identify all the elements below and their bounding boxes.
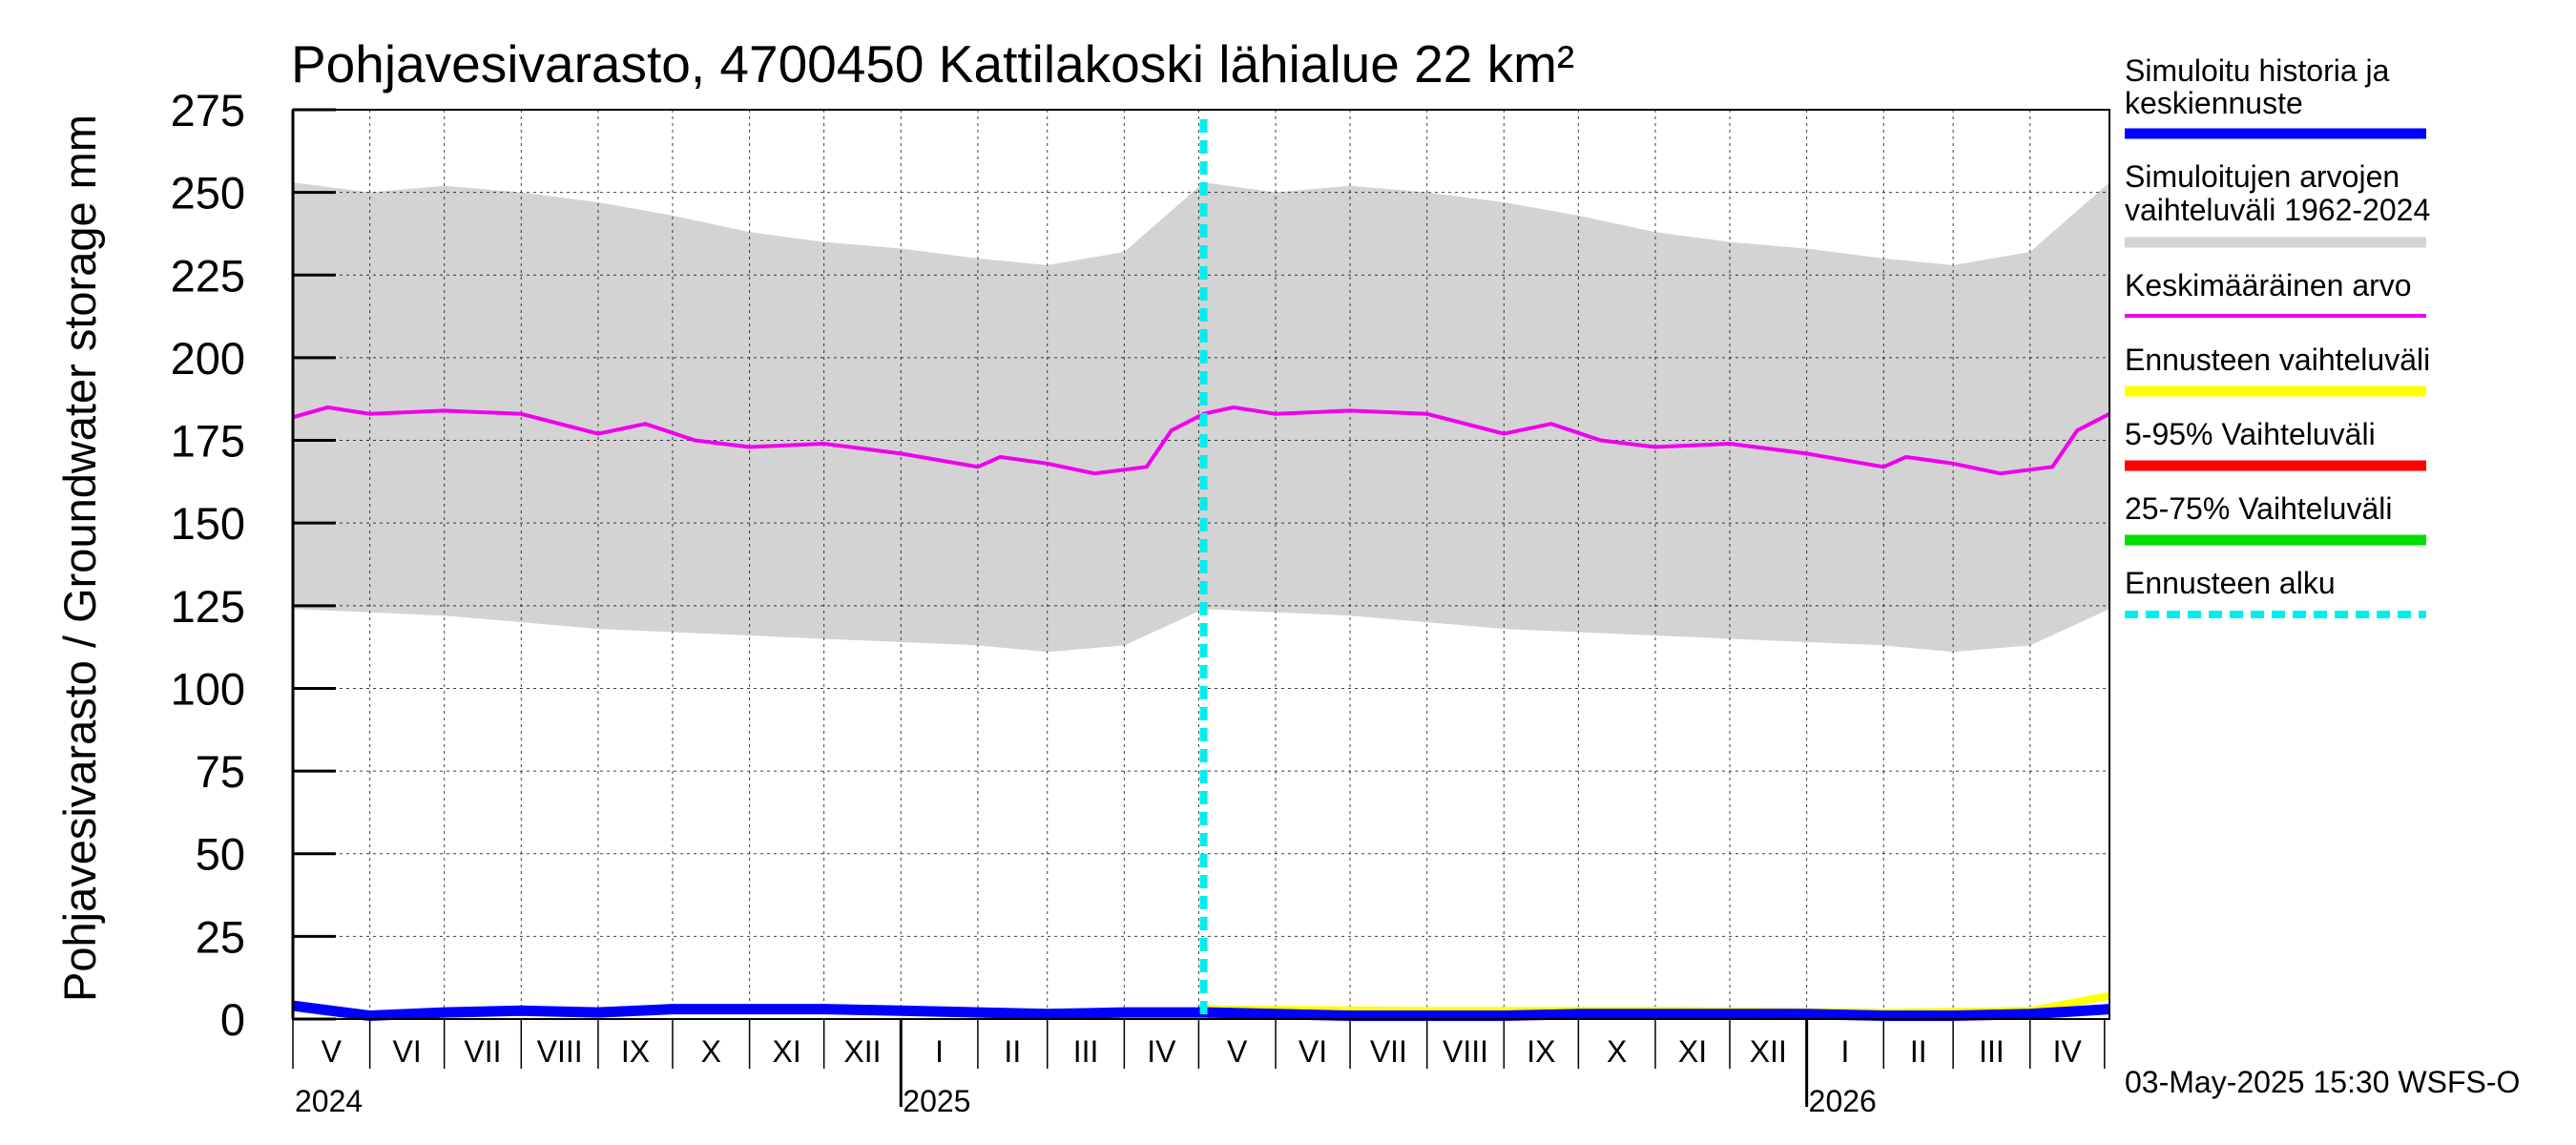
legend-label-forecast-range: Ennusteen vaihteluväli: [2125, 343, 2430, 377]
month-label: X: [701, 1034, 721, 1069]
month-label: V: [322, 1034, 343, 1069]
y-axis-label: Pohjavesivarasto / Groundwater storage m…: [54, 114, 105, 1002]
month-label: II: [1004, 1034, 1021, 1069]
y-tick-label: 75: [196, 746, 245, 797]
legend-label-range-1: Simuloitujen arvojen: [2125, 159, 2399, 194]
year-label: 2024: [295, 1084, 363, 1118]
month-label: IX: [621, 1034, 650, 1069]
y-tick-label: 275: [171, 85, 245, 135]
legend-label-forecast-start: Ennusteen alku: [2125, 566, 2336, 600]
legend-label-range-2: vaihteluväli 1962-2024: [2125, 193, 2430, 227]
month-label: VI: [1298, 1034, 1327, 1069]
legend-label-5-95: 5-95% Vaihteluväli: [2125, 417, 2376, 451]
month-label: III: [1073, 1034, 1099, 1069]
month-label: I: [1841, 1034, 1850, 1069]
year-label: 2025: [903, 1084, 970, 1118]
legend-label-25-75: 25-75% Vaihteluväli: [2125, 491, 2392, 526]
chart-title: Pohjavesivarasto, 4700450 Kattilakoski l…: [291, 34, 1574, 94]
month-label: XI: [1678, 1034, 1707, 1069]
month-label: VII: [1370, 1034, 1407, 1069]
plot-area: [292, 109, 2110, 1022]
y-tick-label: 100: [171, 663, 245, 714]
legend-label-history-1: Simuloitu historia ja: [2125, 53, 2390, 88]
y-tick-label: 150: [171, 498, 245, 549]
month-label: IV: [2053, 1034, 2083, 1069]
month-label: V: [1227, 1034, 1248, 1069]
y-tick-label: 225: [171, 250, 245, 301]
y-tick-label: 0: [220, 994, 245, 1045]
year-label: 2026: [1809, 1084, 1877, 1118]
month-label: VII: [464, 1034, 501, 1069]
legend: Simuloitu historia ja keskiennuste Simul…: [2125, 53, 2430, 618]
month-label: IV: [1147, 1034, 1176, 1069]
y-tick-label: 25: [196, 911, 245, 962]
y-axis: 0 25 50 75 100 125 150 175 200 225 250 275: [171, 85, 336, 1045]
month-label: VIII: [537, 1034, 583, 1069]
month-label: X: [1607, 1034, 1627, 1069]
month-label: XII: [1750, 1034, 1787, 1069]
footer-timestamp: 03-May-2025 15:30 WSFS-O: [2125, 1065, 2520, 1099]
month-label: XII: [843, 1034, 881, 1069]
month-label: XI: [773, 1034, 801, 1069]
y-tick-label: 200: [171, 333, 245, 384]
month-label: I: [935, 1034, 944, 1069]
month-label: VI: [393, 1034, 422, 1069]
y-tick-label: 125: [171, 581, 245, 632]
x-axis: V VI VII VIII IX X XI XII I II III IV V VI VII VIII IX X X…: [292, 1018, 2109, 1118]
y-tick-label: 50: [196, 829, 245, 880]
month-label: VIII: [1443, 1034, 1488, 1069]
y-tick-label: 175: [171, 416, 245, 467]
month-label: IX: [1527, 1034, 1555, 1069]
legend-label-history-2: keskiennuste: [2125, 86, 2303, 120]
y-tick-label: 250: [171, 168, 245, 219]
month-label: II: [1910, 1034, 1927, 1069]
month-label: III: [1979, 1034, 2005, 1069]
legend-label-mean: Keskimääräinen arvo: [2125, 268, 2412, 302]
